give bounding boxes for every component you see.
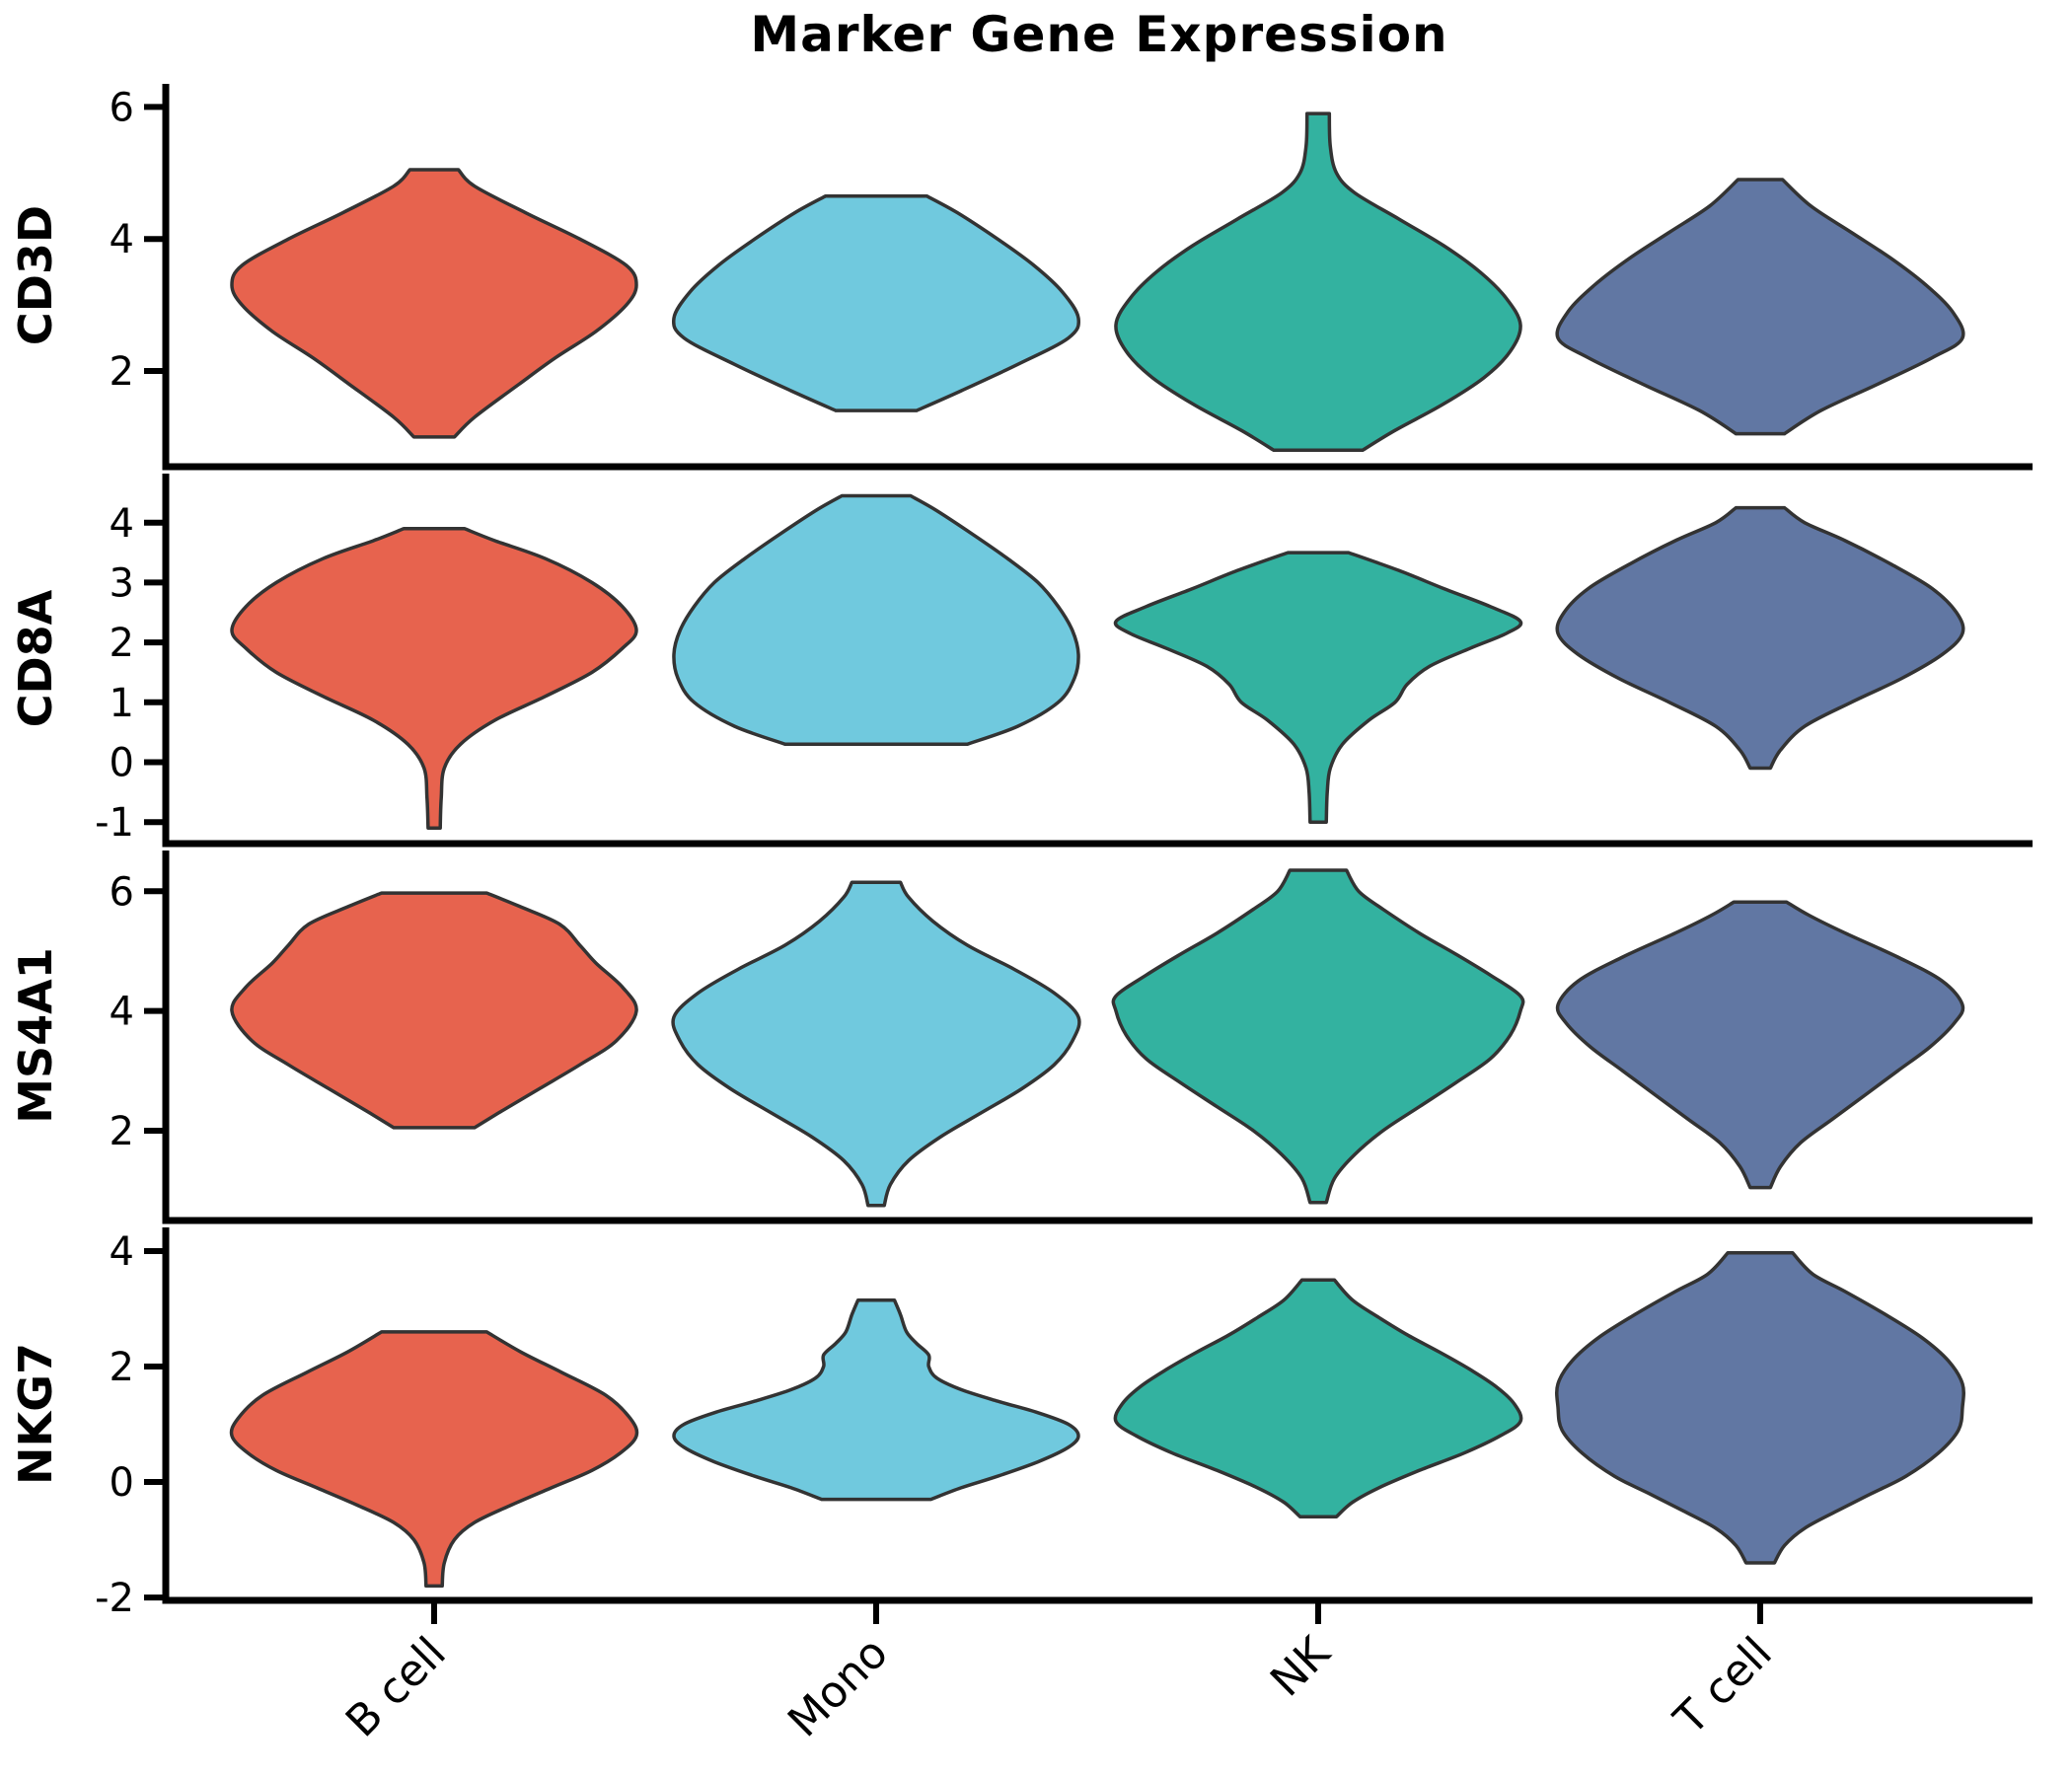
- violin-ms4a1-nk: [1111, 868, 1525, 1205]
- violin-cd8a-t-cell: [1555, 505, 1965, 771]
- y-tick-label-cd8a-0: 0: [110, 741, 134, 786]
- gene-label-cd8a: CD8A: [9, 589, 62, 727]
- y-tick-label-cd8a-2: 2: [110, 621, 134, 666]
- violin-cd8a-mono: [672, 493, 1080, 747]
- violin-cd3d-t-cell: [1555, 178, 1965, 436]
- violin-ms4a1-mono: [671, 880, 1081, 1208]
- violin-nkg7-t-cell: [1555, 1250, 1965, 1565]
- violin-cd3d-b-cell: [230, 168, 638, 439]
- gene-label-ms4a1: MS4A1: [9, 947, 62, 1124]
- violin-cd8a-b-cell: [230, 527, 638, 830]
- y-tick-label-cd8a-4: 4: [110, 501, 134, 547]
- x-tick-label-t-cell: T cell: [1665, 1628, 1782, 1745]
- y-tick-label-cd3d-4: 4: [110, 217, 134, 262]
- y-tick-label-cd3d-6: 6: [110, 85, 134, 130]
- y-tick-label-nkg7-4: 4: [110, 1229, 134, 1275]
- y-tick-label-nkg7-2: 2: [110, 1345, 134, 1390]
- violin-cd3d-nk: [1114, 111, 1522, 453]
- violin-cd3d-mono: [671, 193, 1081, 412]
- chart-title: Marker Gene Expression: [750, 6, 1448, 63]
- gene-label-nkg7: NKG7: [9, 1343, 62, 1485]
- x-tick-label-mono: Mono: [778, 1628, 898, 1747]
- x-tick-label-b-cell: B cell: [336, 1628, 456, 1747]
- y-tick-label-cd8a--1: -1: [95, 800, 134, 846]
- violin-nkg7-mono: [672, 1297, 1080, 1502]
- y-tick-label-ms4a1-6: 6: [110, 869, 134, 915]
- y-tick-label-nkg7-0: 0: [110, 1460, 134, 1506]
- violin-nkg7-b-cell: [229, 1330, 639, 1589]
- violin-cd8a-nk: [1113, 551, 1523, 824]
- x-tick-label-nk: NK: [1261, 1627, 1341, 1707]
- y-tick-label-cd8a-1: 1: [110, 681, 134, 726]
- violin-ms4a1-b-cell: [230, 891, 638, 1130]
- violin-ms4a1-t-cell: [1555, 900, 1965, 1190]
- y-tick-label-cd8a-3: 3: [110, 560, 134, 606]
- y-tick-label-ms4a1-2: 2: [110, 1109, 134, 1154]
- y-tick-label-nkg7--2: -2: [95, 1576, 134, 1621]
- y-tick-label-cd3d-2: 2: [110, 349, 134, 395]
- violin-nkg7-nk: [1113, 1278, 1523, 1518]
- y-tick-label-ms4a1-4: 4: [110, 990, 134, 1035]
- gene-label-cd3d: CD3D: [9, 205, 62, 345]
